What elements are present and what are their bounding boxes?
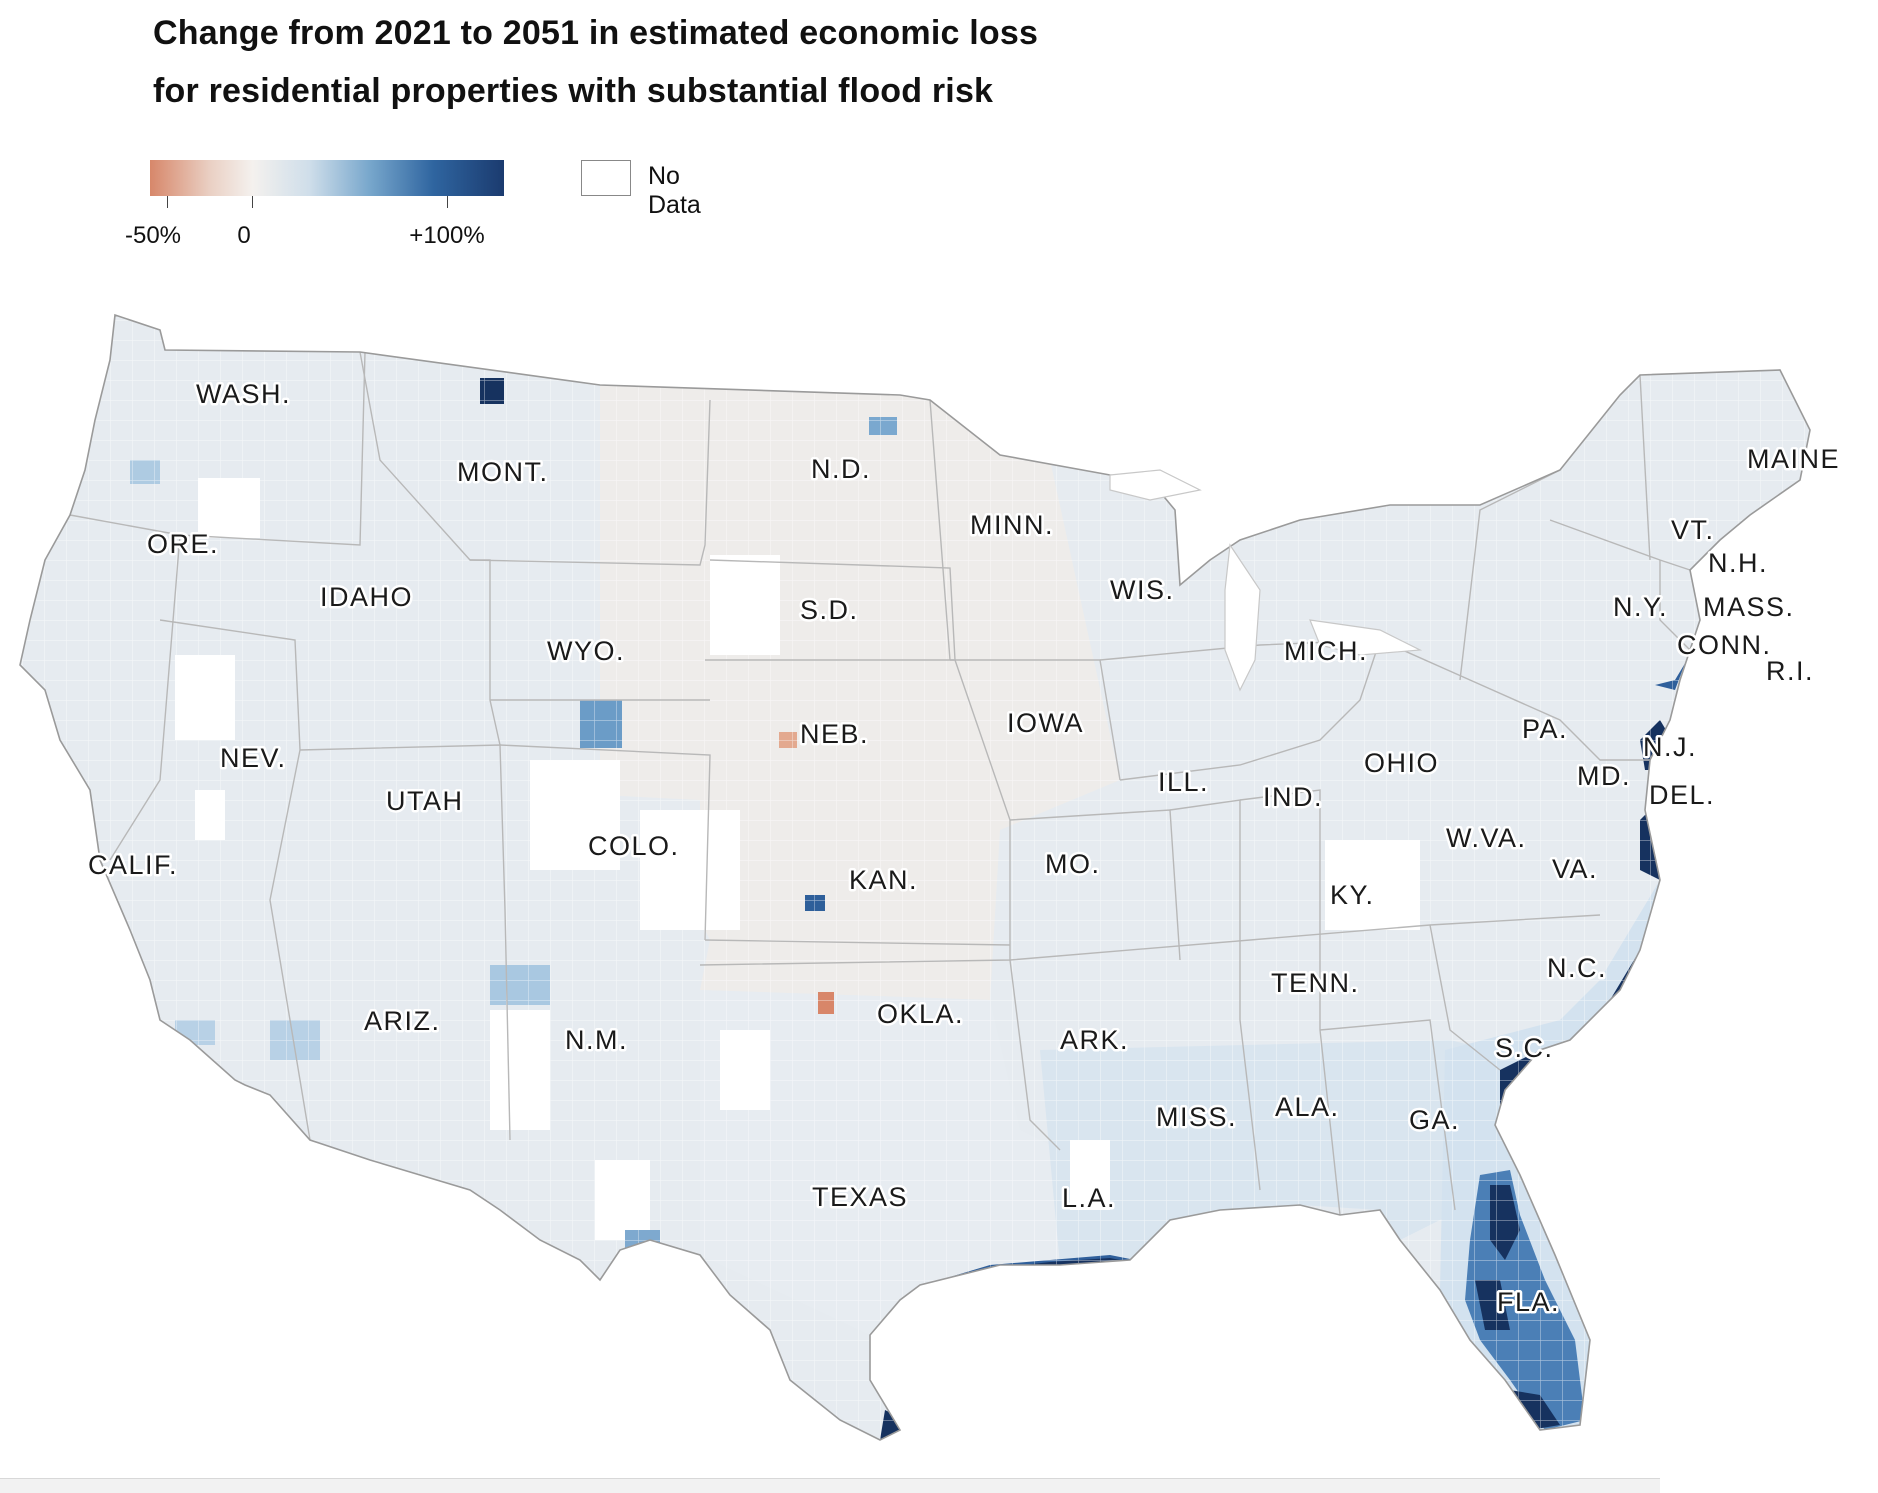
legend-tick-label-min: -50% (124, 222, 182, 249)
state-label-miss: MISS. (1156, 1102, 1237, 1132)
state-label-nh: N.H. (1708, 548, 1768, 578)
state-label-md: MD. (1577, 761, 1631, 791)
state-label-vt: VT. (1671, 515, 1715, 545)
us-outline (19, 313, 1811, 1441)
lake-erie (1309, 619, 1423, 656)
state-label-ala: ALA. (1275, 1092, 1340, 1122)
legend-tick-label-max: +100% (409, 222, 485, 249)
state-label-wis: WIS. (1110, 575, 1175, 605)
state-label-nm: N.M. (565, 1025, 628, 1055)
state-label-ga: GA. (1409, 1105, 1460, 1135)
state-label-sd: S.D. (800, 595, 859, 625)
state-label-iowa: IOWA (1007, 708, 1084, 738)
lake-michigan (1224, 543, 1261, 692)
state-label-colo: COLO. (588, 831, 680, 861)
legend-tick (447, 196, 448, 208)
state-label-ill: ILL. (1158, 767, 1209, 797)
legend-tick (167, 196, 168, 208)
state-label-nd: N.D. (811, 454, 871, 484)
state-label-ri: R.I. (1766, 656, 1814, 686)
state-label-del: DEL. (1649, 780, 1715, 810)
legend-tick-label-zero: 0 (237, 222, 251, 249)
state-label-va: VA. (1552, 854, 1598, 884)
state-label-neb: NEB. (800, 719, 869, 749)
state-label-la: L.A. (1062, 1183, 1116, 1213)
state-label-texas: TEXAS (812, 1182, 908, 1212)
state-label-minn: MINN. (970, 510, 1054, 540)
state-label-ky: KY. (1330, 880, 1375, 910)
color-legend: -50% 0 +100% No Data (120, 160, 701, 250)
state-label-kan: KAN. (849, 865, 918, 895)
great-lakes (1109, 469, 1423, 692)
state-label-sc: S.C. (1495, 1033, 1554, 1063)
state-label-conn: CONN. (1677, 630, 1772, 660)
state-label-idaho: IDAHO (320, 582, 413, 612)
state-borders (69, 351, 1691, 1216)
state-label-nc: N.C. (1547, 953, 1607, 983)
state-label-nj: N.J. (1643, 732, 1697, 762)
state-label-nev: NEV. (220, 743, 287, 773)
state-labels: WASH. ORE. CALIF. IDAHO NEV. MONT. WYO. … (86, 377, 1842, 1320)
county-layer (20, 315, 1810, 1440)
state-label-ore: ORE. (147, 529, 219, 559)
state-label-wyo: WYO. (547, 636, 625, 666)
sf-bay-high-loss (38, 775, 55, 810)
state-label-wash: WASH. (196, 379, 291, 409)
state-label-maine: MAINE (1747, 444, 1840, 474)
state-label-calif: CALIF. (88, 850, 178, 880)
us-flood-loss-map: WASH. ORE. CALIF. IDAHO NEV. MONT. WYO. … (19, 313, 1842, 1441)
state-label-mich: MICH. (1284, 636, 1368, 666)
chart-title-line-1: Change from 2021 to 2051 in estimated ec… (153, 14, 1039, 52)
state-label-ark: ARK. (1060, 1025, 1129, 1055)
state-label-okla: OKLA. (877, 999, 964, 1029)
state-label-tenn: TENN. (1271, 968, 1360, 998)
state-label-ind: IND. (1263, 782, 1323, 812)
legend-gradient-bar (150, 160, 504, 196)
state-label-pa: PA. (1522, 714, 1568, 744)
state-label-ariz: ARIZ. (364, 1006, 441, 1036)
lake-superior (1109, 469, 1202, 501)
state-label-fla: FLA. (1497, 1287, 1560, 1317)
legend-no-data-swatch (581, 160, 631, 196)
state-label-wva: W.VA. (1446, 823, 1527, 853)
state-label-mo: MO. (1045, 849, 1101, 879)
legend-tick (252, 196, 253, 208)
browser-status-bar (0, 1478, 1660, 1493)
state-label-mont: MONT. (457, 457, 549, 487)
state-label-ny: N.Y. (1613, 592, 1668, 622)
state-label-mass: MASS. (1703, 592, 1795, 622)
state-label-ohio: OHIO (1364, 748, 1439, 778)
chart-title-line-2: for residential properties with substant… (153, 72, 994, 110)
legend-no-data-label: No Data (648, 162, 701, 219)
state-label-utah: UTAH (386, 786, 464, 816)
